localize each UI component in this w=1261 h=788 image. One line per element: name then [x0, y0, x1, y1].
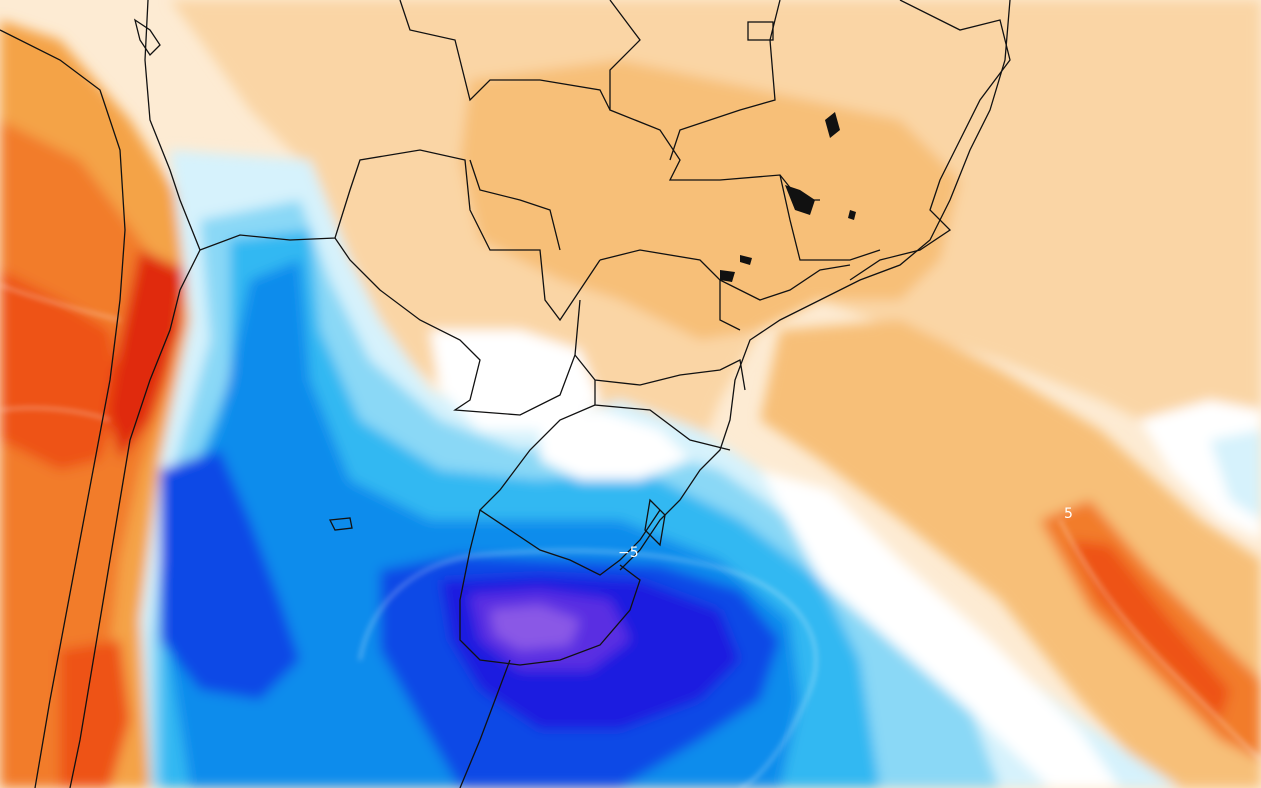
contour-west — [0, 284, 121, 421]
contour-labels: −5 5 — [618, 506, 1073, 561]
neutral-gap-east — [1140, 400, 1261, 540]
warm-andes-peak — [108, 250, 185, 460]
reservoir-1 — [825, 112, 840, 138]
border-paraguay — [334, 237, 581, 416]
contour-label-minus-five: −5 — [618, 545, 639, 561]
border-brazil-states-1 — [609, 0, 820, 201]
border-brazil-states-5 — [719, 174, 881, 301]
neutral-gap-central — [430, 330, 600, 430]
warm-ocean-band — [760, 320, 1261, 788]
lake-titicaca — [133, 18, 161, 57]
border-rio-grande-do-sul — [478, 404, 661, 576]
border-brazil-states-6 — [469, 159, 561, 251]
coast-argentina — [459, 659, 511, 788]
border-chile-argentina — [69, 0, 201, 788]
country-borders — [0, 0, 1011, 788]
reservoir-5 — [848, 210, 856, 220]
contour-minus-five — [359, 550, 817, 788]
border-bolivia — [199, 149, 601, 322]
reservoir-3 — [720, 270, 735, 282]
cool-field-strong — [160, 450, 300, 700]
contour-plus-five — [1059, 519, 1261, 761]
border-uruguay — [459, 509, 641, 666]
border-brazil-states-3 — [849, 0, 1011, 281]
neutral-gap-ocean — [760, 470, 1120, 788]
coast-brazil — [619, 0, 1011, 571]
warm-ocean-peak — [1070, 540, 1230, 720]
border-brazil-west — [399, 0, 611, 111]
border-brazil-states-4 — [599, 249, 741, 331]
contour-lines — [0, 284, 1261, 788]
neutral-gap-south — [540, 410, 690, 480]
border-south-brazil — [574, 354, 746, 451]
border-brazil-states-2 — [669, 0, 781, 161]
warm-field-west-peak — [0, 270, 120, 470]
coast-chile — [0, 29, 126, 788]
cool-patch-east — [1210, 430, 1261, 520]
federal-district — [747, 21, 774, 41]
lake-west — [328, 517, 353, 531]
lagoa-dos-patos — [644, 498, 666, 547]
reservoir-2 — [785, 185, 815, 215]
reservoir-4 — [740, 255, 752, 265]
cool-core-max — [490, 605, 580, 650]
reservoirs — [720, 112, 856, 282]
contour-label-plus-five: 5 — [1064, 506, 1073, 522]
